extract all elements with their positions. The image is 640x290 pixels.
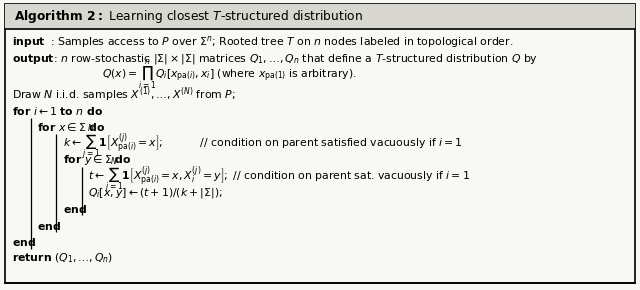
Text: $\mathbf{end}$: $\mathbf{end}$: [12, 236, 35, 248]
Text: $\mathbf{return}$ $(Q_1, \ldots, Q_n)$: $\mathbf{return}$ $(Q_1, \ldots, Q_n)$: [12, 252, 113, 265]
Bar: [5, 4, 635, 29]
Text: Draw $N$ i.i.d. samples $X^{(1)},\ldots,X^{(N)}$ from $P$;: Draw $N$ i.i.d. samples $X^{(1)},\ldots,…: [12, 86, 236, 104]
Text: $\mathbf{for}$ $y \in \Sigma$ $\mathbf{do}$: $\mathbf{for}$ $y \in \Sigma$ $\mathbf{d…: [63, 153, 131, 167]
Text: $\mathbf{input}\;\;$: Samples access to $P$ over $\Sigma^n$; Rooted tree $T$ on : $\mathbf{input}\;\;$: Samples access to …: [12, 34, 513, 50]
Text: $\mathbf{Algorithm\ 2:}$ Learning closest $T$-structured distribution: $\mathbf{Algorithm\ 2:}$ Learning closes…: [14, 8, 363, 25]
Text: $Q_i[x, y] \leftarrow (t+1)/(k + |\Sigma|);$: $Q_i[x, y] \leftarrow (t+1)/(k + |\Sigma…: [88, 186, 223, 200]
Text: $Q(x) = \prod_{i=1}^{n} Q_i[x_{\mathrm{pa}(i)}, x_i]$ (where $x_{\mathrm{pa}(1)}: $Q(x) = \prod_{i=1}^{n} Q_i[x_{\mathrm{p…: [102, 58, 357, 92]
Text: $\mathbf{end}$: $\mathbf{end}$: [63, 203, 86, 215]
Text: $\mathbf{output}$: $n$ row-stochastic $|\Sigma| \times |\Sigma|$ matrices $Q_1,\: $\mathbf{output}$: $n$ row-stochastic $|…: [12, 52, 538, 66]
Text: $\mathbf{for}$ $x \in \Sigma$ $\mathbf{do}$: $\mathbf{for}$ $x \in \Sigma$ $\mathbf{d…: [37, 121, 106, 133]
Text: $k \leftarrow \sum_{j=1}^{N} \mathbf{1}\left[X^{(j)}_{\mathrm{pa}(i)} = x\right]: $k \leftarrow \sum_{j=1}^{N} \mathbf{1}\…: [63, 124, 462, 163]
Text: $\mathbf{end}$: $\mathbf{end}$: [37, 220, 61, 232]
Text: $\mathbf{for}$ $i \leftarrow 1$ $\mathbf{to}$ $n$ $\mathbf{do}$: $\mathbf{for}$ $i \leftarrow 1$ $\mathbf…: [12, 105, 102, 117]
Text: $t \leftarrow \sum_{j=1}^{N} \mathbf{1}\left[X^{(j)}_{\mathrm{pa}(i)} = x, X^{(j: $t \leftarrow \sum_{j=1}^{N} \mathbf{1}\…: [88, 157, 470, 196]
